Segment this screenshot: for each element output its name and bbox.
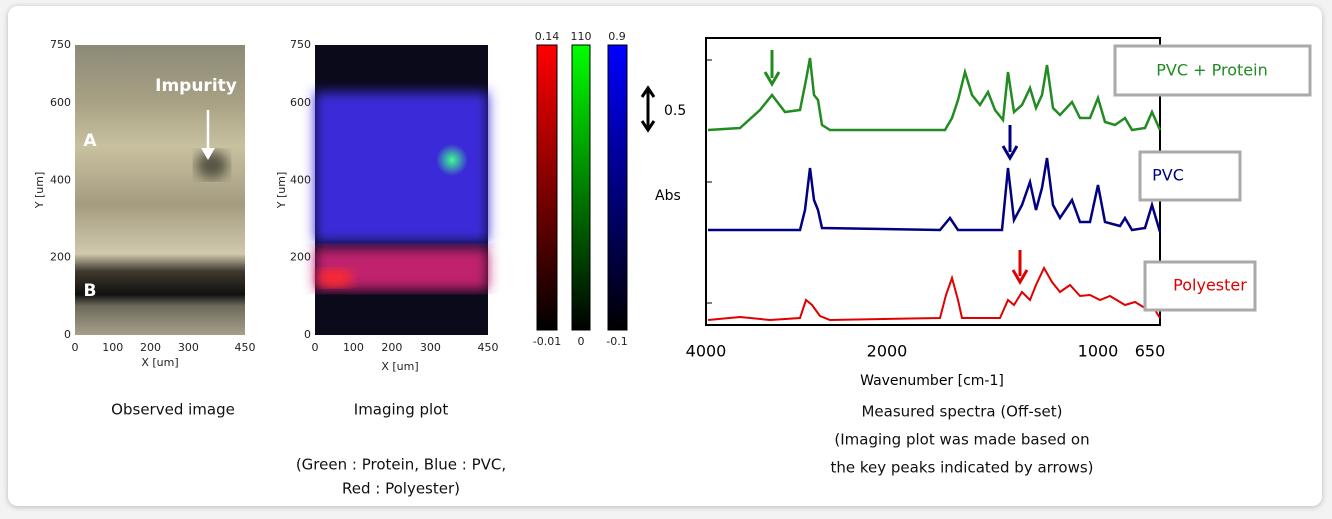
x-tick-label: 450 <box>478 341 499 354</box>
colorbar-green <box>571 44 591 331</box>
arrow-protein <box>763 50 781 87</box>
y-axis-label: Y [um] <box>275 172 288 210</box>
x-tick-label: 200 <box>140 341 161 354</box>
region-a: A <box>83 131 97 151</box>
impurity-spot <box>196 151 228 179</box>
x-tick-label: 100 <box>102 341 123 354</box>
spectrum-protein <box>707 57 1162 132</box>
observed-image <box>75 45 245 335</box>
x-axis-label: X [um] <box>141 356 178 369</box>
impurity-label: Impurity <box>155 76 237 96</box>
y-tick-label: 400 <box>50 173 71 186</box>
legend-label: PVC <box>1152 166 1184 185</box>
x-tick-label: 4000 <box>686 342 727 361</box>
x-tick-label: 1000 <box>1078 342 1119 361</box>
region-b: B <box>84 281 97 301</box>
y-tick-label: 750 <box>290 38 311 51</box>
y-tick-label: 600 <box>290 96 311 109</box>
x-tick-label: 300 <box>420 341 441 354</box>
y-axis-label: Abs <box>655 188 681 204</box>
legend-box <box>1138 150 1242 202</box>
y-tick-label: 200 <box>50 251 71 264</box>
caption: the key peaks indicated by arrows) <box>830 459 1093 477</box>
scale-label: 0.5 <box>664 103 686 119</box>
caption: (Imaging plot was made based on <box>834 431 1089 449</box>
colorbar-max: 0.14 <box>535 30 560 43</box>
colorbar-min: -0.1 <box>606 335 627 348</box>
x-tick-label: 0 <box>72 341 79 354</box>
note: Red : Polyester) <box>342 480 460 498</box>
x-tick-label: 300 <box>178 341 199 354</box>
colorbar-max: 0.9 <box>608 30 626 43</box>
caption: Observed image <box>111 401 235 419</box>
x-axis-label: Wavenumber [cm-1] <box>860 373 1004 389</box>
x-tick-label: 2000 <box>867 342 908 361</box>
spectrum-pvc <box>708 157 1162 233</box>
y-tick-label: 400 <box>290 173 311 186</box>
colorbar-blue <box>607 44 628 331</box>
y-tick-label: 0 <box>64 328 71 341</box>
caption: Measured spectra (Off-set) <box>861 403 1062 421</box>
note: (Green : Protein, Blue : PVC, <box>296 456 506 474</box>
colorbar-min: 0 <box>578 335 585 348</box>
y-tick-label: 200 <box>290 251 311 264</box>
legend-label: Polyester <box>1173 276 1247 295</box>
legend-box <box>1143 260 1257 312</box>
y-tick-label: 600 <box>50 96 71 109</box>
x-tick-label: 450 <box>235 341 256 354</box>
legend-box <box>1113 44 1312 97</box>
arrow-head <box>201 148 215 160</box>
y-axis-label: Y [um] <box>33 172 46 210</box>
colorbar-min: -0.01 <box>533 335 561 348</box>
colorbar-red <box>536 44 558 331</box>
x-tick-label: 0 <box>312 341 319 354</box>
spectrum-polyester <box>707 265 1161 322</box>
colorbar-max: 110 <box>571 30 592 43</box>
x-tick-label: 650 <box>1135 342 1166 361</box>
scale-arrow <box>640 85 656 133</box>
y-tick-label: 750 <box>50 38 71 51</box>
polyester-core <box>317 269 353 287</box>
protein-spot <box>436 144 468 176</box>
arrow-pvc <box>1001 125 1019 161</box>
legend-label: PVC + Protein <box>1156 61 1267 80</box>
x-tick-label: 100 <box>343 341 364 354</box>
caption: Imaging plot <box>354 401 449 419</box>
x-tick-label: 200 <box>381 341 402 354</box>
arrow-polyester <box>1011 250 1029 285</box>
x-axis-label: X [um] <box>381 360 418 373</box>
y-tick-label: 0 <box>304 328 311 341</box>
